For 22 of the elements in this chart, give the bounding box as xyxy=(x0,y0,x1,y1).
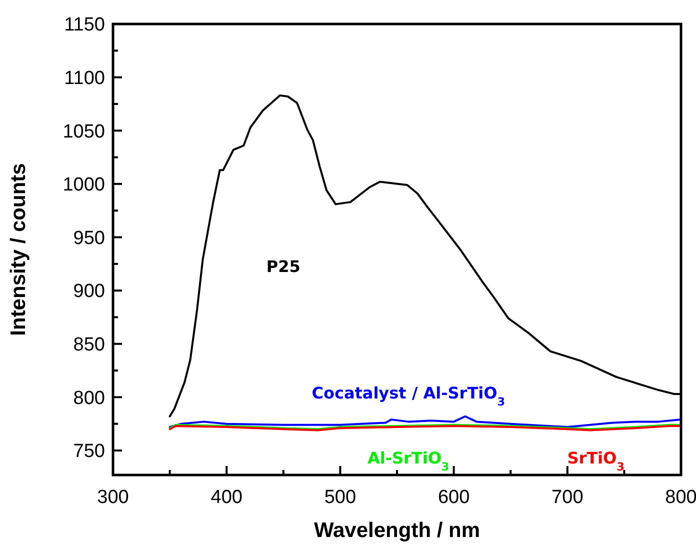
series-label: Cocatalyst / Al-SrTiO$_{3}$ xyxy=(312,383,505,408)
y-tick-label: 850 xyxy=(73,334,105,356)
series-label: SrTiO$_{3}$ xyxy=(567,448,624,474)
x-tick-label: 500 xyxy=(324,487,356,508)
y-tick-label: 1100 xyxy=(64,68,105,89)
x-tick-label: 300 xyxy=(97,487,129,508)
x-tick-label: 700 xyxy=(552,487,584,508)
y-axis-title: Intensity / counts xyxy=(7,163,30,336)
y-tick-label: 900 xyxy=(73,281,105,302)
line-series xyxy=(168,415,681,428)
y-tick-label: 1050 xyxy=(62,121,105,142)
text: P25 xyxy=(266,257,300,276)
x-axis-title: Wavelength / nm xyxy=(314,519,480,542)
x-tick-label: 600 xyxy=(438,487,470,508)
y-tick-label: 1000 xyxy=(62,174,105,196)
series-label: Al-SrTiO$_{3}$ xyxy=(368,448,450,474)
x-tick-label: 800 xyxy=(665,487,696,508)
x-tick-label: 400 xyxy=(210,487,242,508)
y-tick-label: 1150 xyxy=(64,14,105,36)
y-tick-label: 800 xyxy=(73,388,105,409)
y-tick-label: 950 xyxy=(73,228,105,249)
y-tick-label: 750 xyxy=(73,441,105,462)
